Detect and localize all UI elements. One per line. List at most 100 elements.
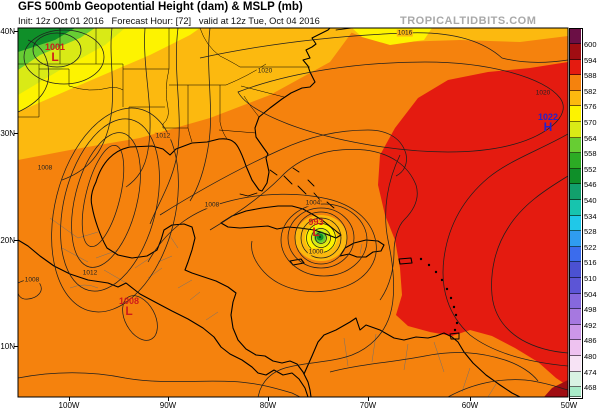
lon-label: 100W — [58, 401, 80, 410]
lat-tick — [14, 346, 18, 347]
contour-label: 1016 — [396, 29, 414, 37]
scale-block — [570, 168, 581, 185]
pressure-value: 1008 — [118, 296, 140, 306]
contour-label: 1004 — [304, 199, 322, 207]
minor-borders — [49, 217, 497, 397]
scale-block — [570, 262, 581, 278]
scale-label: 486 — [584, 336, 597, 346]
scale-block — [570, 340, 581, 356]
scale-block — [570, 246, 581, 263]
scale-label: 600 — [584, 40, 597, 49]
scale-block — [570, 106, 581, 122]
lon-tick — [368, 397, 369, 401]
lat-label: 10N — [0, 342, 15, 351]
scale-label: 594 — [584, 55, 597, 65]
contour-label: 1012 — [81, 269, 99, 277]
lat-tick — [14, 133, 18, 134]
scale-block — [570, 278, 581, 294]
height-region-red-atlantic — [378, 62, 568, 386]
scale-block — [570, 309, 581, 325]
scale-block — [570, 59, 581, 76]
scale-label: 516 — [584, 258, 597, 268]
mslp-contours — [18, 28, 568, 397]
scale-label: 552 — [584, 164, 597, 174]
scale-label: 480 — [584, 352, 597, 361]
pressure-letter: L — [125, 304, 133, 318]
pressure-high-marker: 1022 H — [538, 113, 558, 134]
tropicaltidbits-watermark: TROPICALTIDBITS.COM — [400, 15, 537, 27]
contour-label: 1020 — [256, 67, 274, 75]
scale-block — [570, 371, 581, 388]
lon-label: 60W — [461, 401, 479, 410]
contour-label: 1008 — [23, 276, 41, 284]
lat-label: 30N — [0, 129, 15, 138]
lesser-antilles-islands — [419, 257, 459, 332]
scale-label: 498 — [584, 305, 597, 315]
scale-label: 540 — [584, 196, 597, 205]
scale-block — [570, 137, 581, 154]
pressure-low-marker: 1001 L — [44, 42, 66, 64]
lat-label: 40N — [0, 27, 15, 36]
map-frame — [17, 27, 569, 398]
scale-block — [570, 153, 581, 169]
lat-tick — [14, 31, 18, 32]
pressure-letter: L — [51, 50, 59, 64]
scale-block — [570, 184, 581, 200]
scale-label: 492 — [584, 320, 597, 330]
init-forecast-line: Init: 12z Oct 01 2016 Forecast Hour: [72… — [18, 16, 320, 26]
scale-block — [570, 200, 581, 216]
lon-label: 50W — [560, 401, 578, 410]
scale-label: 588 — [584, 71, 597, 81]
scale-label: 582 — [584, 86, 597, 96]
scale-block — [570, 387, 581, 397]
scale-label: 564 — [584, 133, 597, 143]
pressure-low-marker: 993 L — [308, 217, 324, 239]
contour-label: 1012 — [154, 132, 172, 140]
scale-label: 474 — [584, 367, 597, 377]
scale-block — [570, 90, 581, 107]
scale-label: 468 — [584, 383, 597, 393]
scale-label: 510 — [584, 274, 597, 283]
contour-label: 1020 — [534, 89, 552, 97]
height-band-darkgreen-nw — [18, 28, 75, 52]
scale-block — [570, 122, 581, 138]
scale-label: 576 — [584, 102, 597, 112]
scale-block — [570, 231, 581, 247]
scale-label: 534 — [584, 211, 597, 221]
pressure-value: 1001 — [44, 42, 66, 52]
lon-tick — [168, 397, 169, 401]
lon-label: 90W — [159, 401, 177, 410]
page-title: GFS 500mb Geopotential Height (dam) & MS… — [18, 1, 303, 13]
lon-tick — [69, 397, 70, 401]
scale-label: 546 — [584, 180, 597, 190]
scale-label: 558 — [584, 149, 597, 159]
scale-block — [570, 28, 581, 44]
scale-label: 528 — [584, 227, 597, 237]
pressure-value: 993 — [308, 217, 324, 227]
contour-label: 1008 — [203, 201, 221, 209]
height-region-darkred-corner — [544, 380, 568, 397]
lon-label: 80W — [259, 401, 277, 410]
scale-block — [570, 44, 581, 60]
lon-tick — [470, 397, 471, 401]
lon-tick — [569, 397, 570, 401]
hurricane-center-dot — [319, 236, 321, 238]
scale-label: 522 — [584, 242, 597, 252]
scale-block — [570, 75, 581, 91]
lon-tick — [268, 397, 269, 401]
pressure-low-marker: 1008 L — [118, 296, 140, 318]
scale-label: 504 — [584, 289, 597, 299]
pressure-letter: H — [543, 120, 553, 134]
lat-tick — [14, 240, 18, 241]
pressure-letter: L — [312, 225, 320, 239]
scale-block — [570, 324, 581, 341]
scale-block — [570, 356, 581, 372]
scale-label: 570 — [584, 118, 597, 127]
contour-label: 1000 — [307, 248, 325, 256]
contour-label: 1008 — [36, 164, 54, 172]
scale-block — [570, 293, 581, 310]
lat-label: 20N — [0, 236, 15, 245]
scale-block — [570, 215, 581, 232]
